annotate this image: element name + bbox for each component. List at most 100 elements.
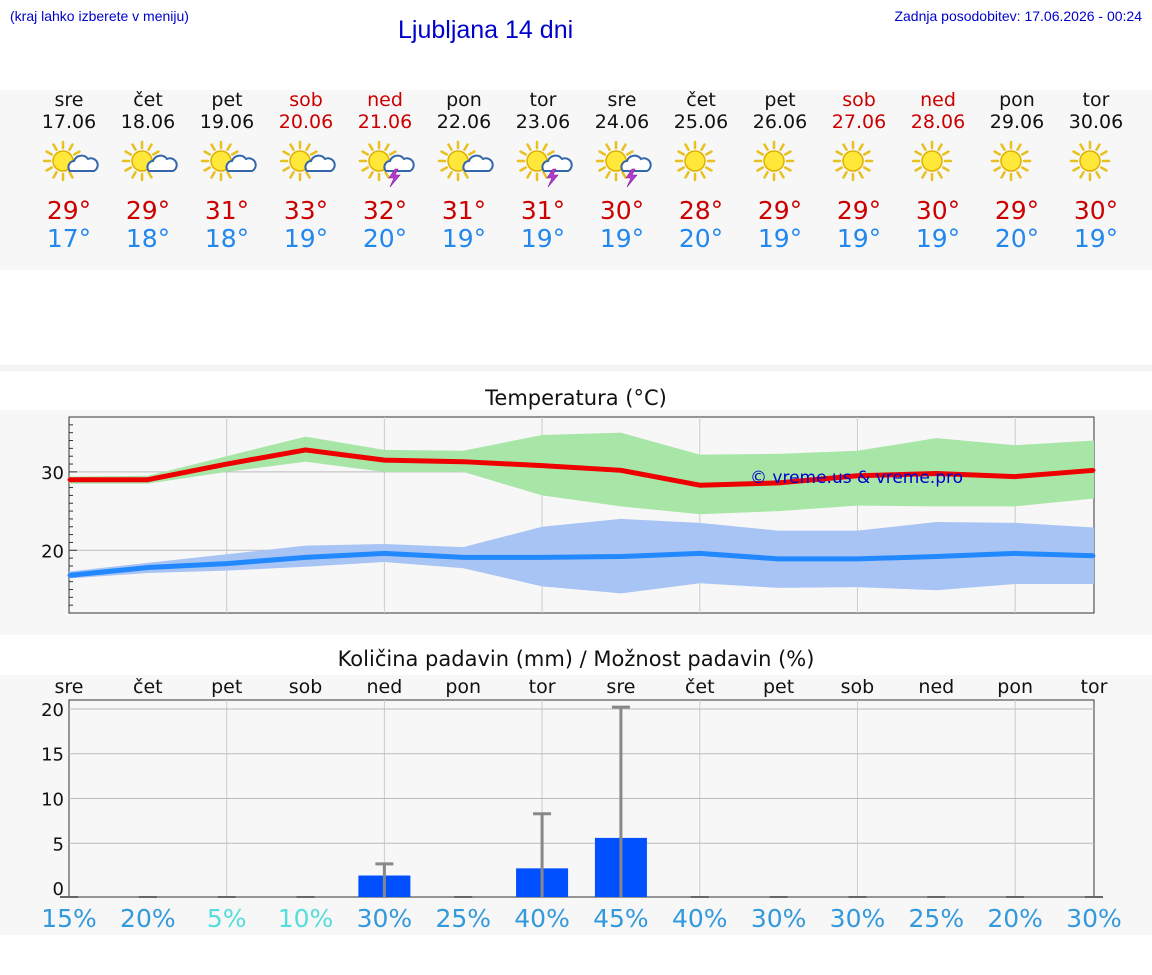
temp-point	[67, 478, 71, 482]
max-temp: 29°	[757, 196, 803, 225]
precip-x-label: sre	[606, 676, 635, 698]
day-date: 24.06	[594, 111, 650, 133]
day-column: pet 26.06 29° 19°	[740, 89, 820, 253]
temp-point	[382, 458, 386, 462]
max-temp: 29°	[46, 196, 92, 225]
day-date: 28.06	[910, 111, 966, 133]
max-temp: 30°	[599, 196, 645, 225]
min-temp: 19°	[441, 224, 487, 253]
max-temp: 32°	[362, 196, 408, 225]
sun-cloud-icon	[121, 140, 178, 182]
sun-icon	[753, 140, 795, 182]
day-column: pon 29.06 29° 20°	[977, 89, 1057, 253]
precip-x-label: čet	[685, 676, 715, 698]
day-name: ned	[920, 89, 956, 111]
precip-chance: 40%	[514, 904, 570, 933]
temp-point	[540, 555, 544, 559]
precip-chance: 30%	[357, 904, 413, 933]
precip-y-tick: 20	[41, 700, 64, 721]
temp-point	[1013, 551, 1017, 555]
day-column: tor 23.06 31° 19°	[503, 89, 583, 253]
max-temp: 33°	[283, 196, 329, 225]
precip-chance: 25%	[435, 904, 491, 933]
day-name: pet	[764, 89, 796, 111]
day-column: čet 18.06 29° 18°	[108, 89, 188, 253]
precipitation-chart-title: Količina padavin (mm) / Možnost padavin …	[337, 647, 815, 671]
temp-point	[698, 483, 702, 487]
sun-storm-icon	[516, 140, 573, 188]
min-temp: 20°	[362, 224, 408, 253]
day-name: čet	[133, 89, 163, 111]
day-date: 19.06	[199, 111, 255, 133]
precip-x-label: sob	[289, 676, 323, 698]
day-column: sob 20.06 33° 19°	[266, 89, 346, 253]
watermark: © vreme.us & vreme.pro	[750, 468, 963, 488]
precip-y-tick: 0	[53, 879, 64, 900]
min-temp: 19°	[1073, 224, 1119, 253]
day-column: tor 30.06 30° 19°	[1056, 89, 1136, 253]
temp-point	[777, 481, 781, 485]
sun-icon	[832, 140, 874, 182]
day-name: pon	[999, 89, 1035, 111]
max-temp: 29°	[994, 196, 1040, 225]
max-temp: 31°	[441, 196, 487, 225]
precip-chance: 30%	[751, 904, 807, 933]
max-temp: 31°	[520, 196, 566, 225]
precip-x-label: sob	[841, 676, 875, 698]
precip-y-tick: 10	[41, 790, 64, 811]
day-name: sre	[607, 89, 637, 111]
precip-x-label: ned	[366, 676, 402, 698]
temp-y-tick: 20	[41, 541, 64, 562]
temp-point	[146, 478, 150, 482]
day-name: tor	[1082, 89, 1110, 111]
day-column: ned 21.06 32° 20°	[345, 89, 425, 253]
temperature-chart: 20 30 © vreme.us & vreme.pro	[41, 416, 1096, 614]
day-name: sre	[54, 89, 84, 111]
temp-point	[934, 471, 938, 475]
day-date: 22.06	[436, 111, 492, 133]
day-column: sre 24.06 30° 19°	[582, 89, 662, 253]
max-temp: 31°	[204, 196, 250, 225]
sun-cloud-icon	[437, 140, 494, 182]
temp-point	[777, 557, 781, 561]
day-date: 26.06	[752, 111, 808, 133]
day-name: čet	[686, 89, 716, 111]
temp-point	[619, 468, 623, 472]
precip-chance: 10%	[278, 904, 334, 933]
day-date: 27.06	[831, 111, 887, 133]
max-temp: 30°	[915, 196, 961, 225]
min-temp: 18°	[204, 224, 250, 253]
min-temp: 19°	[520, 224, 566, 253]
temp-y-tick: 30	[41, 463, 64, 484]
day-column: sre 17.06 29° 17°	[29, 89, 109, 253]
day-name: tor	[529, 89, 557, 111]
last-updated: Zadnja posodobitev: 17.06.2026 - 00:24	[894, 8, 1142, 24]
max-temp: 30°	[1073, 196, 1119, 225]
sun-storm-icon	[595, 140, 652, 188]
precip-x-label: pon	[997, 676, 1033, 698]
day-name: ned	[367, 89, 403, 111]
min-temp: 19°	[757, 224, 803, 253]
temp-point	[698, 551, 702, 555]
precip-chance: 45%	[593, 904, 649, 933]
temp-point	[382, 551, 386, 555]
temp-point	[540, 464, 544, 468]
temp-point	[225, 462, 229, 466]
day-date: 18.06	[120, 111, 176, 133]
precip-x-label: pet	[211, 676, 242, 698]
page-title: Ljubljana 14 dni	[398, 16, 574, 44]
day-date: 25.06	[673, 111, 729, 133]
temp-point	[855, 474, 859, 478]
temp-point	[1092, 554, 1096, 558]
precip-x-label: ned	[918, 676, 954, 698]
precip-y-tick: 15	[41, 745, 64, 766]
sun-cloud-icon	[279, 140, 336, 182]
sun-storm-icon	[358, 140, 415, 188]
day-date: 23.06	[515, 111, 571, 133]
precip-x-label: sre	[55, 676, 84, 698]
sun-icon	[990, 140, 1032, 182]
temp-point	[934, 555, 938, 559]
sun-cloud-icon	[200, 140, 257, 182]
day-date: 30.06	[1068, 111, 1124, 133]
max-temp: 28°	[678, 196, 724, 225]
